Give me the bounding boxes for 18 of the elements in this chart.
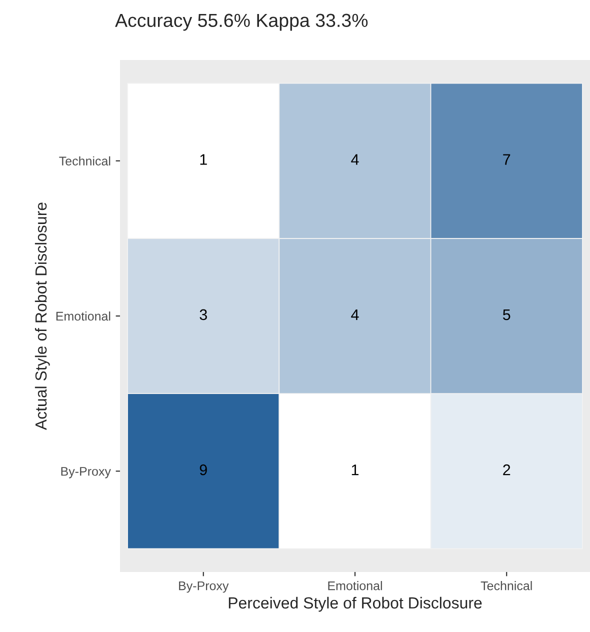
y-axis-title: Actual Style of Robot Disclosure [34, 202, 50, 430]
data-label: 3 [200, 309, 207, 320]
data-label: 4 [351, 309, 359, 320]
data-label: 2 [503, 464, 510, 476]
data-label: 7 [503, 154, 510, 165]
data-label: 1 [200, 154, 207, 165]
chart-title: Accuracy 55.6% Kappa 33.3% [115, 14, 368, 31]
y-tick-label: By-Proxy [61, 467, 111, 478]
y-tick-label: Technical [59, 156, 110, 166]
data-label: 9 [200, 464, 207, 476]
data-label: 5 [502, 309, 510, 320]
x-tick-label: By-Proxy [179, 581, 229, 593]
y-tick-label: Emotional [56, 311, 110, 321]
x-tick-label: Technical [480, 581, 532, 590]
data-label: 4 [351, 154, 359, 165]
x-tick-label: Emotional [328, 581, 382, 590]
x-axis-title: Perceived Style of Robot Disclosure [228, 596, 482, 612]
data-label: 1 [352, 464, 359, 476]
